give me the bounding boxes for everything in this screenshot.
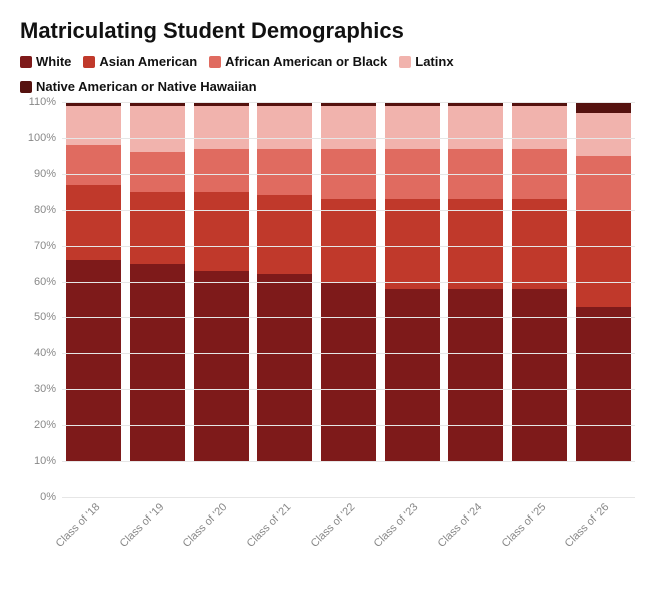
y-axis-label: 50%	[20, 311, 56, 323]
gridline	[62, 138, 635, 139]
bar-segment	[130, 264, 185, 461]
bar-column: Class of '18	[62, 102, 126, 497]
chart-area: Class of '18Class of '19Class of '20Clas…	[20, 102, 643, 567]
bar-segment	[130, 152, 185, 191]
gridline	[62, 210, 635, 211]
legend-item: African American or Black	[209, 54, 387, 69]
bar-column: Class of '25	[508, 102, 572, 497]
y-axis-label: 60%	[20, 276, 56, 288]
legend-label: Latinx	[415, 54, 453, 69]
legend-swatch	[83, 56, 95, 68]
legend-label: Asian American	[99, 54, 197, 69]
chart-page: Matriculating Student Demographics White…	[0, 0, 663, 611]
bar-segment	[385, 289, 440, 461]
bar-segment	[448, 289, 503, 461]
bar-column: Class of '24	[444, 102, 508, 497]
gridline	[62, 425, 635, 426]
gridline	[62, 497, 635, 498]
bar-segment	[257, 149, 312, 196]
gridline	[62, 282, 635, 283]
bar-segment	[257, 106, 312, 149]
y-axis-label: 40%	[20, 347, 56, 359]
bar-segment	[385, 106, 440, 149]
bar-segment	[321, 282, 376, 462]
legend-item: Asian American	[83, 54, 197, 69]
bar-segment	[66, 145, 121, 184]
bar-column: Class of '23	[380, 102, 444, 497]
bar-segment	[194, 271, 249, 461]
bar-segment	[130, 192, 185, 264]
bar-column: Class of '22	[317, 102, 381, 497]
y-axis-label: 10%	[20, 455, 56, 467]
bar-segment	[66, 185, 121, 260]
bar-column: Class of '19	[126, 102, 190, 497]
legend-swatch	[209, 56, 221, 68]
bar-segment	[66, 260, 121, 461]
bar-segment	[576, 156, 631, 210]
bar-segment	[512, 199, 567, 289]
bar-segment	[194, 149, 249, 192]
bar-segment	[576, 210, 631, 307]
plot-area: Class of '18Class of '19Class of '20Clas…	[62, 102, 635, 497]
bar-segment	[130, 106, 185, 153]
y-axis-label: 0%	[20, 491, 56, 503]
bar-column: Class of '20	[189, 102, 253, 497]
legend-swatch	[20, 56, 32, 68]
y-axis-label: 110%	[20, 96, 56, 108]
bar-segment	[194, 192, 249, 271]
bar-segment	[257, 274, 312, 461]
chart-title: Matriculating Student Demographics	[20, 18, 643, 44]
x-axis-label: Class of '18	[53, 501, 102, 550]
gridline	[62, 174, 635, 175]
gridline	[62, 389, 635, 390]
legend-label: Native American or Native Hawaiian	[36, 79, 257, 94]
y-axis-label: 80%	[20, 204, 56, 216]
bar-segment	[321, 199, 376, 282]
legend: White Asian American African American or B…	[20, 54, 643, 94]
legend-swatch	[20, 81, 32, 93]
bar-segment	[66, 106, 121, 145]
y-axis-label: 20%	[20, 419, 56, 431]
x-axis-label: Class of '23	[372, 501, 421, 550]
legend-item: White	[20, 54, 71, 69]
bar-segment	[448, 106, 503, 149]
x-axis-label: Class of '19	[117, 501, 166, 550]
gridline	[62, 246, 635, 247]
x-axis-label: Class of '21	[244, 501, 293, 550]
y-axis-label: 30%	[20, 383, 56, 395]
y-axis-label: 70%	[20, 240, 56, 252]
bar-column: Class of '26	[571, 102, 635, 497]
legend-label: African American or Black	[225, 54, 387, 69]
x-axis-label: Class of '22	[308, 501, 357, 550]
bar-segment	[576, 113, 631, 156]
bars-container: Class of '18Class of '19Class of '20Clas…	[62, 102, 635, 497]
legend-swatch	[399, 56, 411, 68]
gridline	[62, 102, 635, 103]
bar-segment	[194, 106, 249, 149]
bar-segment	[321, 106, 376, 149]
legend-item: Latinx	[399, 54, 453, 69]
x-axis-label: Class of '25	[499, 501, 548, 550]
y-axis-label: 100%	[20, 132, 56, 144]
bar-segment	[257, 195, 312, 274]
bar-segment	[385, 199, 440, 289]
gridline	[62, 353, 635, 354]
legend-item: Native American or Native Hawaiian	[20, 79, 257, 94]
bar-segment	[512, 106, 567, 149]
gridline	[62, 317, 635, 318]
bar-column: Class of '21	[253, 102, 317, 497]
x-axis-label: Class of '24	[435, 501, 484, 550]
x-axis-label: Class of '20	[181, 501, 230, 550]
bar-segment	[576, 307, 631, 461]
legend-label: White	[36, 54, 71, 69]
bar-segment	[448, 199, 503, 289]
x-axis-label: Class of '26	[563, 501, 612, 550]
gridline	[62, 461, 635, 462]
bar-segment	[512, 289, 567, 461]
y-axis-label: 90%	[20, 168, 56, 180]
bar-segment	[576, 102, 631, 113]
